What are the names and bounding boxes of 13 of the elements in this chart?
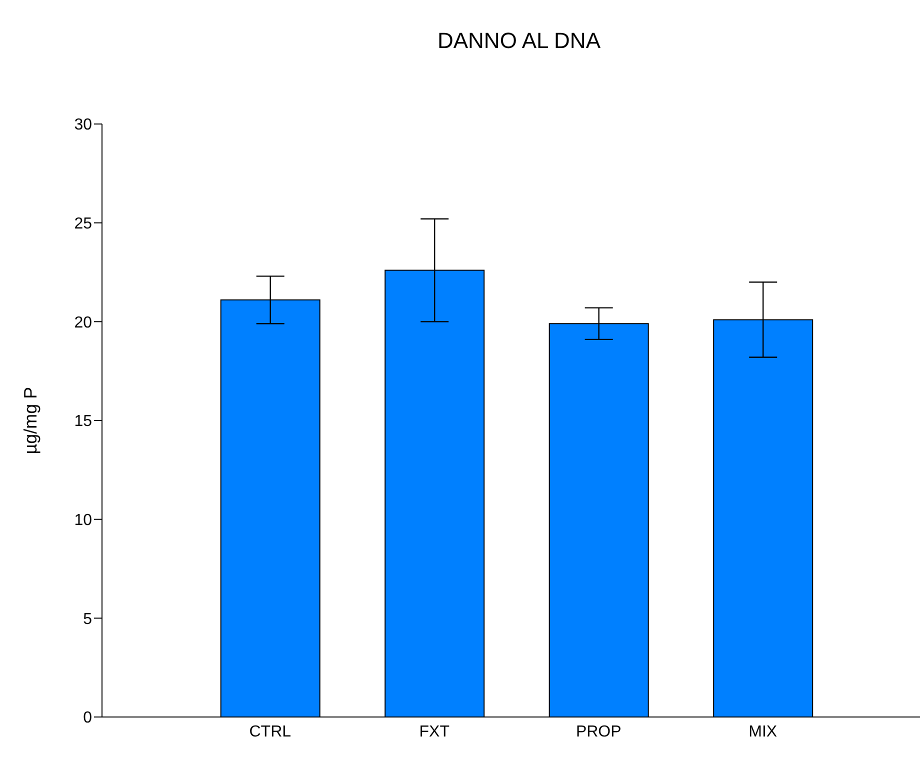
x-tick-label: MIX bbox=[748, 723, 778, 740]
chart-title: DANNO AL DNA bbox=[436, 28, 602, 54]
y-axis-title: µg/mg P bbox=[20, 386, 40, 454]
y-tick-label: 0 bbox=[83, 710, 92, 727]
y-tick-label: 30 bbox=[74, 116, 92, 134]
x-tick-label: PROP bbox=[576, 723, 622, 740]
y-tick-label: 15 bbox=[74, 413, 92, 430]
x-tick-label: FXT bbox=[419, 723, 450, 740]
y-tick-label: 25 bbox=[74, 216, 92, 233]
y-tick-label: 5 bbox=[83, 610, 92, 628]
x-tick-label: CTRL bbox=[249, 723, 292, 740]
y-tick-label: 10 bbox=[74, 512, 92, 530]
y-tick-label: 20 bbox=[74, 314, 92, 332]
